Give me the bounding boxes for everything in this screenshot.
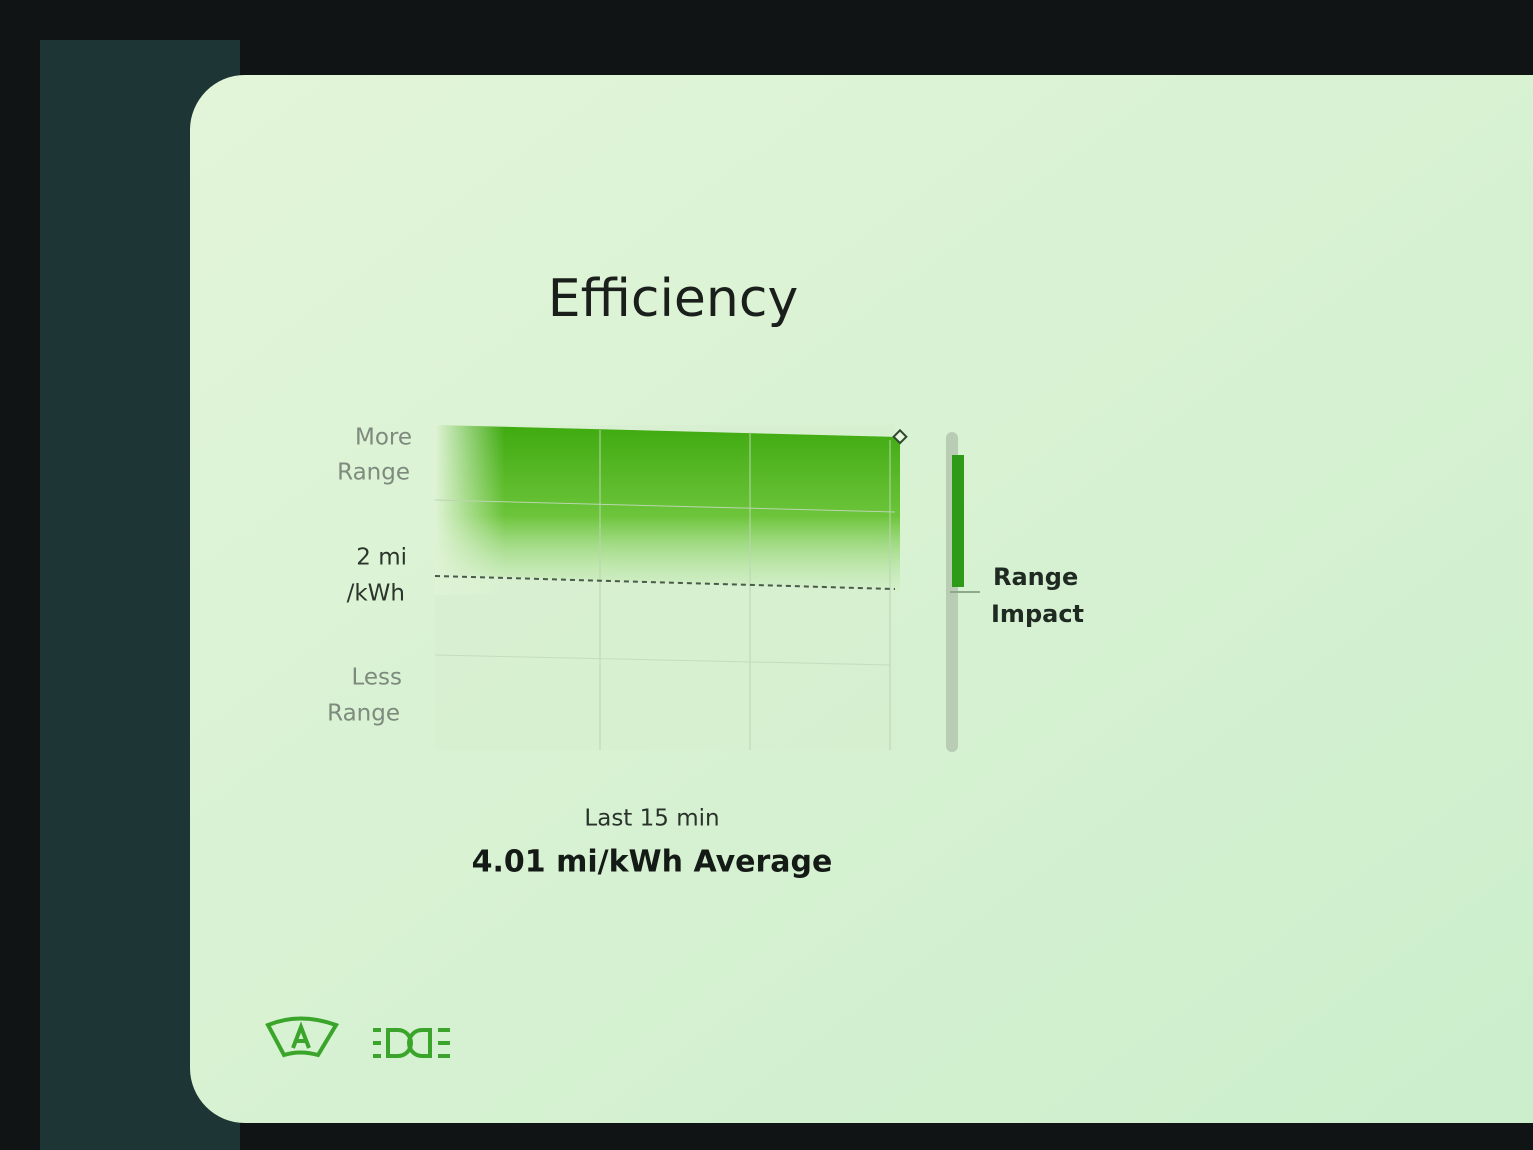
grid-line xyxy=(434,499,896,513)
y-label: 2 mi xyxy=(356,545,407,571)
title: Efficiency xyxy=(548,269,798,329)
impact-bar xyxy=(952,455,964,587)
efficiency-chart xyxy=(434,425,908,750)
y-label: More xyxy=(355,425,412,451)
y-label: Range xyxy=(337,460,410,486)
grid-line xyxy=(434,654,891,666)
y-label: Range xyxy=(327,701,400,727)
headlight-icon xyxy=(373,1028,450,1058)
period-label: Last 15 min xyxy=(584,806,719,832)
side-label: Impact xyxy=(991,600,1084,628)
y-label: /kWh xyxy=(347,581,405,607)
y-label: Less xyxy=(351,665,402,691)
auto-wiper-icon xyxy=(265,1016,339,1058)
side-label: Range xyxy=(993,563,1078,591)
reference-line xyxy=(434,575,896,590)
current-marker xyxy=(892,428,908,445)
average-value: 4.01 mi/kWh Average xyxy=(472,845,833,880)
